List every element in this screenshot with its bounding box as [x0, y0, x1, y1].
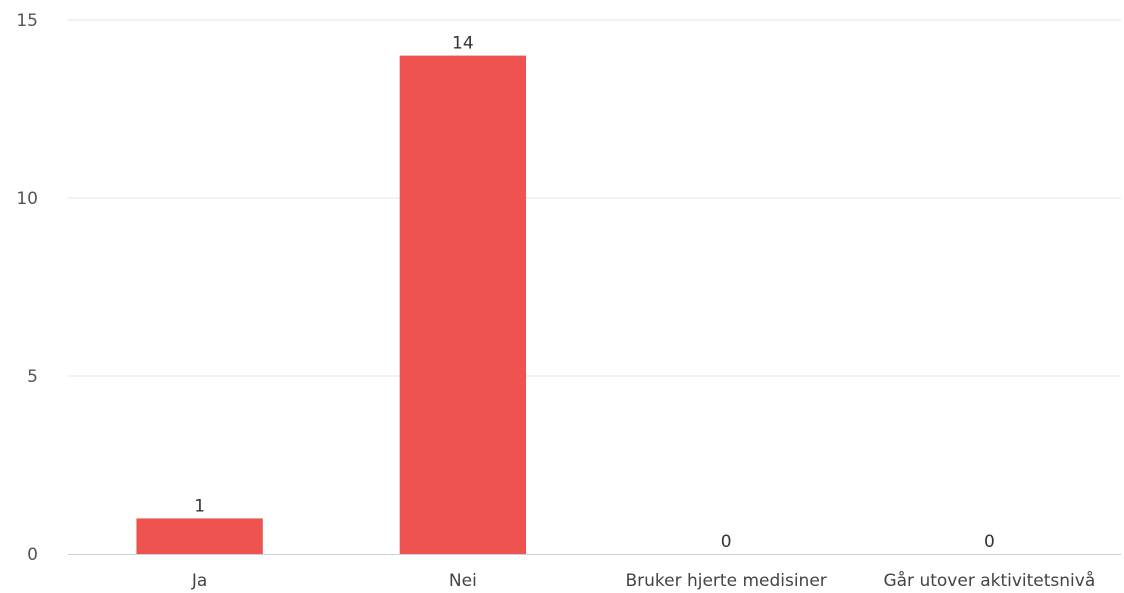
x-tick-label: Bruker hjerte medisiner [625, 571, 826, 591]
y-tick-label: 0 [27, 545, 38, 565]
x-tick-label: Går utover aktivitetsnivå [883, 570, 1095, 591]
bar-value-label: 14 [452, 34, 474, 54]
x-tick-label: Ja [191, 571, 207, 591]
y-tick-label: 5 [27, 367, 38, 387]
bar-value-label: 0 [721, 532, 732, 552]
y-axis-ticks: 0 5 10 15 [16, 11, 38, 565]
bar-value-label: 0 [984, 532, 995, 552]
data-labels: 1 14 0 0 [194, 34, 995, 552]
grid-lines [68, 19, 1121, 377]
y-tick-label: 10 [16, 189, 38, 209]
bar [399, 55, 527, 554]
bars [136, 55, 527, 554]
y-tick-label: 15 [16, 11, 38, 31]
bar [136, 518, 263, 554]
x-axis-ticks: Ja Nei Bruker hjerte medisiner Går utover a… [191, 570, 1095, 591]
bar-value-label: 1 [194, 496, 205, 516]
x-tick-label: Nei [449, 571, 477, 591]
